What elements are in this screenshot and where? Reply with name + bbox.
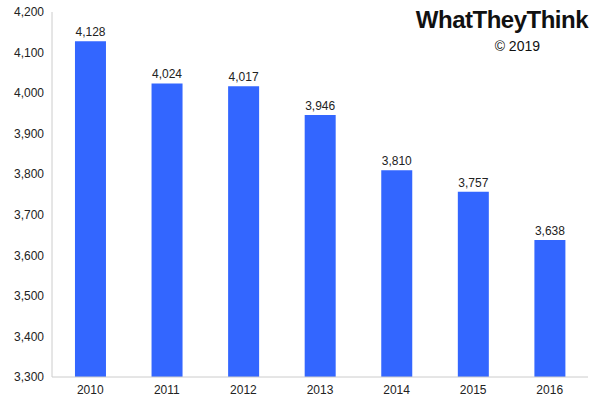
svg-text:2016: 2016 [536, 383, 563, 397]
svg-text:2010: 2010 [77, 383, 104, 397]
html-text:© 2019: © 2019 [494, 38, 540, 54]
svg-text:4,100: 4,100 [14, 46, 44, 60]
svg-text:3,800: 3,800 [14, 167, 44, 181]
svg-text:2015: 2015 [460, 383, 487, 397]
svg-text:3,400: 3,400 [14, 330, 44, 344]
svg-text:4,128: 4,128 [75, 25, 105, 39]
svg-text:4,017: 4,017 [229, 70, 259, 84]
svg-text:4,200: 4,200 [14, 5, 44, 19]
svg-text:3,638: 3,638 [535, 224, 565, 238]
svg-text:3,946: 3,946 [305, 99, 335, 113]
svg-text:2013: 2013 [307, 383, 334, 397]
html-text:WhatTheyThink: WhatTheyThink [415, 6, 588, 33]
svg-text:3,500: 3,500 [14, 289, 44, 303]
svg-text:2011: 2011 [154, 383, 180, 397]
svg-text:3,600: 3,600 [14, 249, 44, 263]
svg-text:3,757: 3,757 [458, 176, 488, 190]
svg-text:3,700: 3,700 [14, 208, 44, 222]
svg-text:3,300: 3,300 [14, 370, 44, 384]
svg-text:4,000: 4,000 [14, 86, 44, 100]
svg-text:2012: 2012 [230, 383, 257, 397]
svg-text:3,810: 3,810 [382, 154, 412, 168]
svg-text:2014: 2014 [383, 383, 410, 397]
svg-text:3,900: 3,900 [14, 127, 44, 141]
svg-text:4,024: 4,024 [152, 67, 182, 81]
